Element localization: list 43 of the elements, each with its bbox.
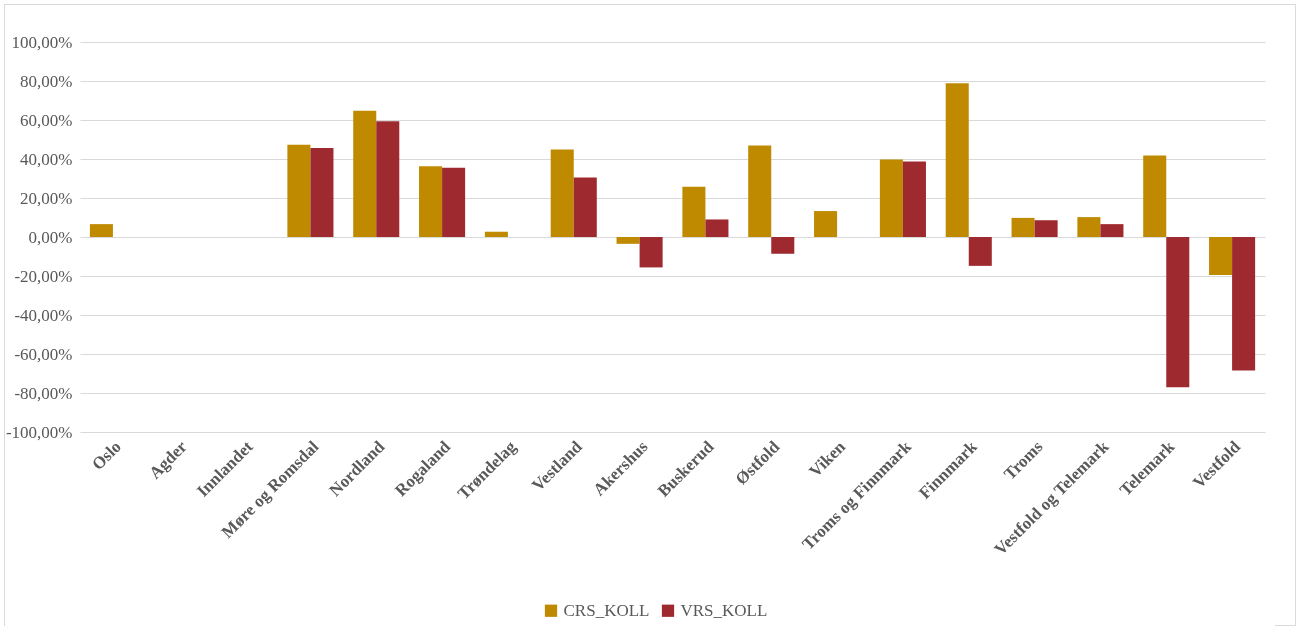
- bar: [682, 186, 706, 237]
- bar: [89, 224, 113, 237]
- bar: [1232, 237, 1256, 371]
- bar: [287, 144, 311, 237]
- bar: [1034, 220, 1058, 237]
- x-tick-label: Oslo: [88, 437, 125, 474]
- y-tick-label: 80,00%: [20, 71, 73, 91]
- bar: [879, 159, 903, 237]
- bar: [1143, 155, 1167, 237]
- bar: [442, 167, 466, 237]
- bar: [1100, 224, 1124, 237]
- bar: [616, 237, 640, 244]
- y-tick-label: -100,00%: [5, 422, 73, 442]
- bar: [484, 231, 508, 237]
- y-tick-label: 40,00%: [20, 149, 73, 169]
- bar: [1166, 237, 1190, 388]
- bar: [945, 83, 969, 237]
- bar: [771, 237, 795, 254]
- bar: [1077, 217, 1101, 237]
- bar: [705, 219, 729, 237]
- bar: [376, 121, 400, 237]
- bar: [1011, 217, 1035, 237]
- bar: [310, 147, 334, 237]
- y-tick-label: 60,00%: [20, 110, 73, 130]
- bar: [419, 166, 443, 237]
- y-tick-label: 100,00%: [11, 32, 73, 52]
- bar: [902, 161, 926, 237]
- y-tick-label: -40,00%: [14, 305, 73, 325]
- y-tick-label: -80,00%: [14, 383, 73, 403]
- bar: [968, 237, 992, 266]
- y-tick-label: 0,00%: [28, 227, 73, 247]
- bar: [1209, 237, 1233, 276]
- y-tick-label: -20,00%: [14, 266, 73, 286]
- y-tick-label: -60,00%: [14, 344, 73, 364]
- legend-label: CRS_KOLL: [563, 600, 650, 620]
- bar: [573, 177, 597, 237]
- bar: [550, 149, 574, 237]
- bar: [748, 145, 772, 237]
- legend-label: VRS_KOLL: [680, 600, 768, 620]
- y-tick-label: 20,00%: [20, 188, 73, 208]
- bar: [353, 110, 377, 237]
- bar: [639, 237, 663, 268]
- bar: [814, 211, 838, 237]
